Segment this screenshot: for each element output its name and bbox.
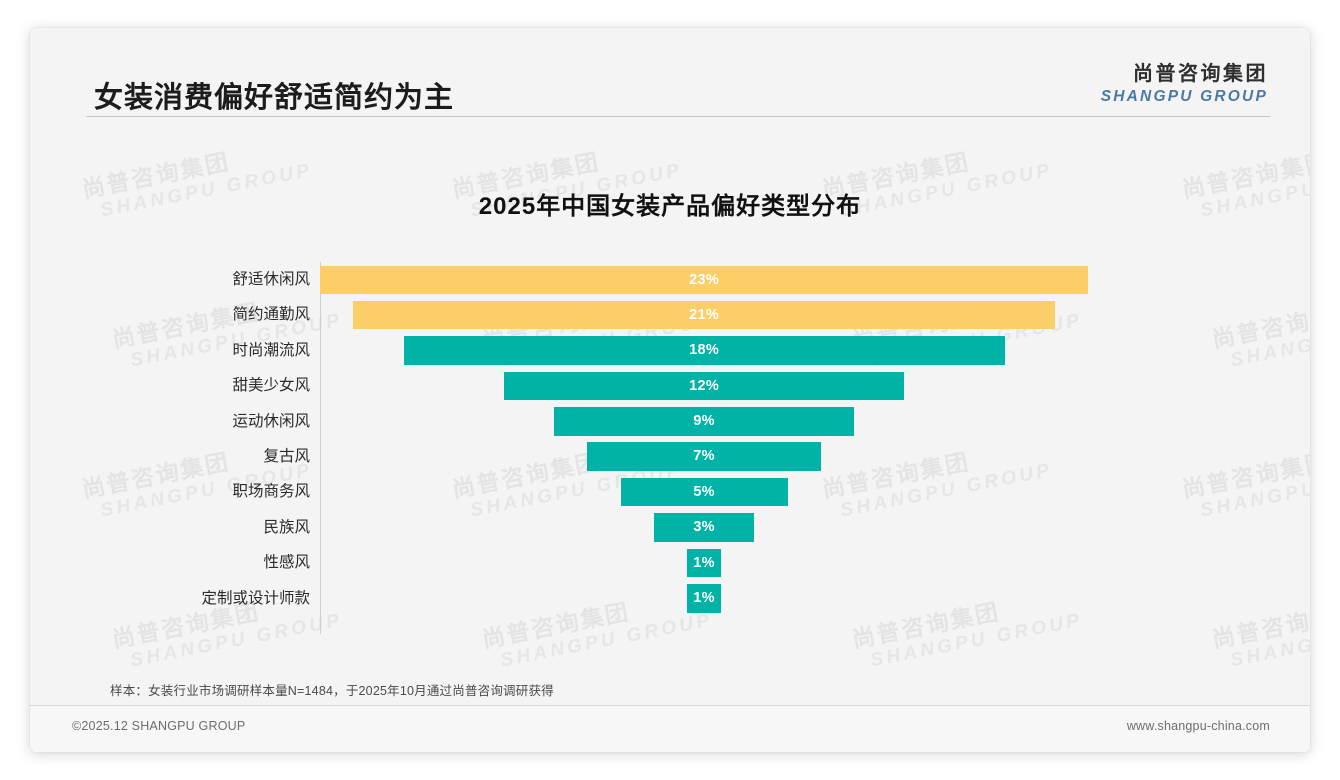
category-label: 甜美少女风 [232, 377, 310, 395]
category-label: 时尚潮流风 [232, 341, 310, 359]
brand-logo: 尚普咨询集团 SHANGPU GROUP [1101, 62, 1268, 106]
bar-value-label: 9% [693, 413, 715, 430]
chart-title: 2025年中国女装产品偏好类型分布 [478, 193, 862, 220]
slide-card: 尚普咨询集团 SHANGPU GROUP 尚普咨询集团 SHANGPU GROUP 尚普… [30, 28, 1310, 752]
category-label: 复古风 [263, 447, 310, 465]
funnel-bar[interactable]: 5% [620, 477, 788, 507]
chart-row: 甜美少女风 12% [30, 368, 1310, 403]
footer-copyright: ©2025.12 SHANGPU GROUP [72, 719, 246, 733]
funnel-bar[interactable]: 21% [353, 300, 1055, 330]
page-title: 女装消费偏好舒适简约为主 [94, 82, 455, 114]
slide-footer: ©2025.12 SHANGPU GROUP www.shangpu-china… [30, 705, 1310, 752]
bar-value-label: 5% [693, 483, 715, 500]
funnel-bar[interactable]: 7% [587, 442, 821, 471]
bar-value-label: 7% [693, 448, 715, 465]
funnel-bar[interactable]: 3% [654, 513, 755, 542]
bar-value-label: 3% [693, 519, 715, 536]
bar-value-label: 1% [693, 590, 715, 607]
slide-header: 女装消费偏好舒适简约为主 尚普咨询集团 SHANGPU GROUP [30, 28, 1310, 124]
category-label: 简约通勤风 [232, 306, 310, 324]
chart-row: 舒适休闲风 23% [30, 262, 1310, 297]
funnel-bar[interactable]: 1% [687, 548, 721, 578]
chart-row: 职场商务风 5% [30, 474, 1310, 509]
chart-row: 性感风 1% [30, 545, 1310, 580]
funnel-bar[interactable]: 18% [403, 336, 1005, 365]
bar-rows: 舒适休闲风 23% 简约通勤风 21% 时尚潮流风 18% 甜美少女风 12% 运动休闲风 9% 复… [30, 262, 1310, 616]
logo-english-text: SHANGPU GROUP [1100, 88, 1268, 105]
bar-value-label: 23% [689, 271, 720, 288]
bar-value-label: 18% [689, 342, 720, 359]
category-label: 舒适休闲风 [232, 271, 310, 288]
chart-row: 定制或设计师款 1% [30, 581, 1310, 616]
chart-row: 民族风 3% [30, 510, 1310, 545]
funnel-bar[interactable]: 12% [503, 371, 905, 401]
chart-row: 复古风 7% [30, 439, 1310, 474]
bar-value-label: 21% [689, 306, 720, 323]
funnel-bar[interactable]: 9% [553, 407, 855, 436]
category-label: 运动休闲风 [232, 412, 310, 430]
category-axis-line [320, 262, 321, 634]
header-divider [86, 116, 1270, 117]
logo-chinese-text: 尚普咨询集团 [1133, 63, 1268, 85]
category-label: 性感风 [263, 554, 310, 572]
chart-container: 2025年中国女装产品偏好类型分布 舒适休闲风 23% 简约通勤风 21% 时尚潮流风 1… [30, 124, 1310, 684]
footer-website[interactable]: www.shangpu-china.com [1126, 719, 1270, 733]
bar-value-label: 12% [689, 377, 720, 394]
category-label: 定制或设计师款 [201, 589, 310, 607]
chart-row: 简约通勤风 21% [30, 297, 1310, 332]
category-label: 民族风 [263, 518, 310, 536]
source-note: 样本：女装行业市场调研样本量N=1484，于2025年10月通过尚普咨询调研获得 [110, 684, 554, 698]
funnel-bar[interactable]: 1% [687, 584, 721, 613]
chart-row: 时尚潮流风 18% [30, 333, 1310, 368]
bar-value-label: 1% [693, 554, 715, 571]
funnel-chart-plot: 舒适休闲风 23% 简约通勤风 21% 时尚潮流风 18% 甜美少女风 12% 运动休闲风 9% 复… [30, 262, 1310, 640]
category-label: 职场商务风 [232, 483, 310, 501]
chart-row: 运动休闲风 9% [30, 404, 1310, 439]
funnel-bar[interactable]: 23% [320, 265, 1089, 294]
